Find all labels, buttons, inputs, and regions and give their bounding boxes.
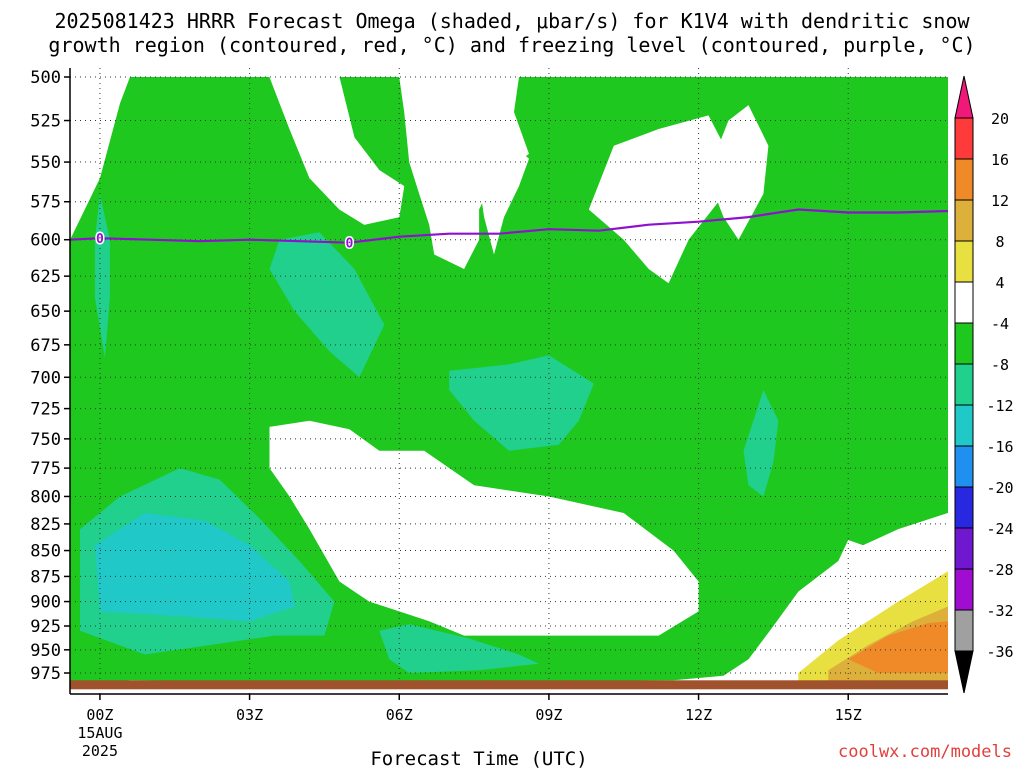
colorbar-band xyxy=(954,240,974,283)
colorbar-label: -36 xyxy=(986,643,1013,661)
colorbar-label: 4 xyxy=(995,274,1004,292)
y-tick-label: 700 xyxy=(30,368,61,388)
y-tick-label: 625 xyxy=(30,267,61,287)
omega-region xyxy=(848,621,948,673)
colorbar-band xyxy=(954,445,974,488)
y-tick-label: 575 xyxy=(30,193,61,213)
y-tick-label: 650 xyxy=(30,302,61,322)
colorbar-band xyxy=(954,117,974,160)
ground-bar xyxy=(70,680,948,690)
chart-title-line1: 2025081423 HRRR Forecast Omega (shaded, … xyxy=(54,9,970,33)
x-tick-label: 09Z xyxy=(535,706,562,724)
y-tick-label: 800 xyxy=(30,487,61,507)
colorbar-band xyxy=(954,486,974,529)
colorbar-band xyxy=(954,568,974,611)
x-axis-title: Forecast Time (UTC) xyxy=(370,748,587,768)
colorbar-band xyxy=(954,199,974,242)
omega-region xyxy=(269,420,699,636)
y-tick-label: 900 xyxy=(30,593,61,613)
y-tick-label: 600 xyxy=(30,231,61,251)
colorbar-above-arrow xyxy=(954,75,974,119)
y-tick-label: 500 xyxy=(30,68,61,88)
x-tick-label: 03Z xyxy=(236,706,263,724)
y-axis-tick-labels: 500 525 550 575 600 625 650 675 700 725 750 775 800 8… xyxy=(30,68,61,684)
x-tick-label: 00Z xyxy=(86,706,113,724)
y-tick-label: 875 xyxy=(30,567,61,587)
y-tick-label: 550 xyxy=(30,153,61,173)
colorbar-band xyxy=(954,322,974,365)
omega-region xyxy=(449,355,594,451)
freezing-level-label: 0 xyxy=(345,237,353,252)
colorbar-label: -4 xyxy=(991,315,1009,333)
colorbar-band xyxy=(954,363,974,406)
colorbar-label: -28 xyxy=(986,561,1013,579)
y-tick-label: 950 xyxy=(30,641,61,661)
omega-shaded-regions xyxy=(70,68,948,694)
colorbar-band xyxy=(954,527,974,570)
x-tick-label: 15Z xyxy=(835,706,862,724)
omega-region xyxy=(588,115,729,284)
x-tick-date-label: 15AUG xyxy=(77,724,122,742)
colorbar-band xyxy=(954,158,974,201)
freezing-level-line xyxy=(69,208,949,244)
colorbar-band xyxy=(954,281,974,324)
y-tick-label: 775 xyxy=(30,459,61,479)
omega-region xyxy=(743,389,779,497)
watermark: coolwx.com/models xyxy=(838,742,1012,762)
colorbar-label: 12 xyxy=(991,192,1009,210)
y-tick-label: 525 xyxy=(30,112,61,132)
colorbar-band xyxy=(954,609,974,652)
omega-region xyxy=(269,77,405,225)
colorbar-label: -20 xyxy=(986,479,1013,497)
colorbar-label: -16 xyxy=(986,438,1013,456)
colorbar-label: -32 xyxy=(986,602,1013,620)
colorbar-label: 8 xyxy=(995,233,1004,251)
y-tick-label: 850 xyxy=(30,542,61,562)
y-tick-label: 925 xyxy=(30,617,61,637)
freezing-level-label: 0 xyxy=(96,232,104,247)
colorbar-label: -12 xyxy=(986,397,1013,415)
y-tick-label: 725 xyxy=(30,400,61,420)
colorbar-label: -8 xyxy=(991,356,1009,374)
colorbar-below-arrow xyxy=(954,650,974,694)
y-tick-label: 825 xyxy=(30,515,61,535)
x-tick-label: 06Z xyxy=(386,706,413,724)
omega-region xyxy=(94,513,295,622)
omega-region xyxy=(479,145,529,255)
omega-region xyxy=(708,105,769,240)
axes xyxy=(64,68,948,700)
colorbar-label: 20 xyxy=(991,110,1009,128)
colorbar-label: -24 xyxy=(986,520,1013,538)
x-tick-label: 12Z xyxy=(685,706,712,724)
x-axis-label: Forecast Time (UTC) xyxy=(370,748,587,768)
colorbar-band xyxy=(954,404,974,447)
omega-region xyxy=(269,232,385,378)
ground-surface xyxy=(70,680,948,690)
colorbar: 20 16 12 8 4 -4 -8 -12 -16 -20 -24 -28 -32 -36 xyxy=(954,75,1014,694)
y-tick-label: 750 xyxy=(30,430,61,450)
colorbar-label: 16 xyxy=(991,151,1009,169)
y-tick-label: 975 xyxy=(30,664,61,684)
omega-region xyxy=(94,193,110,358)
x-tick-year-label: 2025 xyxy=(82,742,118,760)
y-tick-label: 675 xyxy=(30,336,61,356)
chart-title-line2: growth region (contoured, red, °C) and f… xyxy=(48,33,976,57)
omega-region xyxy=(379,624,539,673)
